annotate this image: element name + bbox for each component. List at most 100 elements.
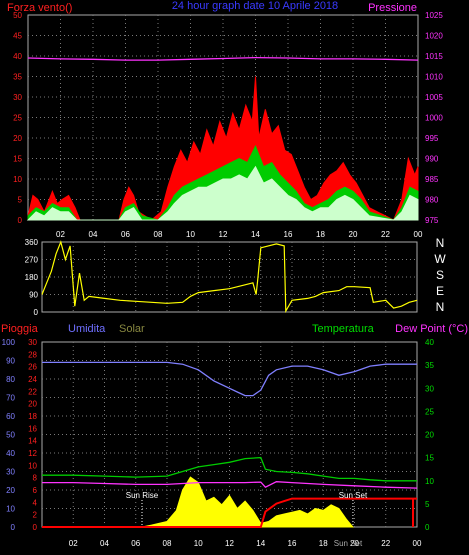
rain-y-tick: 20	[28, 400, 37, 409]
humidity-y-tick: 80	[6, 375, 15, 384]
weather-x-tick: 08	[163, 539, 172, 548]
wind-y-tick: 50	[13, 11, 22, 20]
annotation-label: Sun Set	[339, 491, 368, 500]
weather-x-tick: 00	[413, 539, 422, 548]
wind-y-tick: 10	[13, 175, 22, 184]
wind-y-tick: 25	[13, 114, 22, 123]
wind-x-tick: 18	[316, 230, 325, 239]
weather-x-tick: 16	[288, 539, 297, 548]
legend-solar: Solar	[119, 323, 145, 335]
rain-y-tick: 14	[28, 437, 37, 446]
direction-y-tick: 180	[25, 273, 39, 282]
temperature-y-tick: 30	[425, 384, 434, 393]
wind-tick-labels: 0510152025303540455097598098599099510001…	[13, 11, 443, 239]
legend-pioggia: Pioggia	[1, 323, 39, 335]
wind-x-tick: 04	[89, 230, 98, 239]
direction-y-tick: 0	[34, 308, 39, 317]
wind-y-tick: 15	[13, 155, 22, 164]
humidity-y-tick: 0	[11, 523, 16, 532]
temperature-y-tick: 0	[425, 523, 430, 532]
temperature-y-tick: 10	[425, 477, 434, 486]
wind-y-tick: 40	[13, 52, 22, 61]
temperature-y-tick: 20	[425, 431, 434, 440]
weather-annotations: Sun Rise Sun Set	[126, 491, 368, 527]
compass-label: E	[436, 284, 444, 298]
temperature-y-tick: 40	[425, 338, 434, 347]
weather-x-tick: 04	[100, 539, 109, 548]
weather-x-tick: 22	[381, 539, 390, 548]
weather-grid	[42, 342, 417, 527]
wind-left-axis-label: Forza vento()	[7, 2, 72, 14]
humidity-y-tick: 30	[6, 468, 15, 477]
compass-label: N	[436, 300, 445, 314]
wind-x-tick: 22	[381, 230, 390, 239]
temperatura-line	[42, 456, 417, 482]
rain-y-tick: 28	[28, 350, 37, 359]
weather-series	[42, 361, 418, 528]
wind-series	[26, 56, 419, 221]
rain-y-tick: 2	[33, 511, 38, 520]
umidita-line	[42, 361, 417, 397]
wind-x-tick: 06	[121, 230, 130, 239]
rain-y-tick: 4	[33, 498, 38, 507]
pressure-y-tick: 1005	[425, 93, 443, 102]
rain-y-tick: 0	[33, 523, 38, 532]
pressure-y-tick: 1025	[425, 11, 443, 20]
compass-label: S	[436, 268, 444, 282]
legend-dew-point: Dew Point (°C)	[395, 323, 468, 335]
rain-y-tick: 30	[28, 338, 37, 347]
humidity-y-tick: 70	[6, 394, 15, 403]
weather-x-tick: 12	[225, 539, 234, 548]
compass-label: N	[436, 236, 445, 250]
rain-y-tick: 24	[28, 375, 37, 384]
humidity-y-tick: 60	[6, 412, 15, 421]
annotation-label: Sun Rise	[126, 491, 159, 500]
wind-y-tick: 20	[13, 134, 22, 143]
wind-y-tick: 5	[18, 196, 23, 205]
weather-x-tick: 20	[350, 539, 359, 548]
direction-series	[41, 240, 418, 314]
wind-x-tick: 00	[414, 230, 423, 239]
rain-y-tick: 10	[28, 461, 37, 470]
rain-y-tick: 26	[28, 363, 37, 372]
weather-x-tick: 06	[131, 539, 140, 548]
legend-umidita: Umidita	[68, 323, 106, 335]
temperature-y-tick: 35	[425, 361, 434, 370]
pressure-y-tick: 985	[425, 175, 439, 184]
humidity-y-tick: 90	[6, 357, 15, 366]
weather-x-tick: 10	[194, 539, 203, 548]
pressure-y-tick: 980	[425, 196, 439, 205]
wind-area-1	[27, 76, 419, 221]
weather-x-tick: 18	[319, 539, 328, 548]
pressure-y-tick: 975	[425, 216, 439, 225]
compass-label: W	[434, 252, 446, 266]
temperature-y-tick: 15	[425, 454, 434, 463]
pioggia-line	[42, 497, 417, 528]
wind-x-tick: 10	[186, 230, 195, 239]
pressure-y-tick: 1010	[425, 73, 443, 82]
weather-tick-labels: 0102030405060708090100024681012141618202…	[2, 338, 435, 548]
wind-chart-title: 24 hour graph date 10 Aprile 2018	[172, 0, 338, 12]
pressure-y-tick: 995	[425, 134, 439, 143]
pressure-y-tick: 990	[425, 155, 439, 164]
rain-y-tick: 12	[28, 449, 37, 458]
direction-y-tick: 90	[29, 291, 38, 300]
wind-y-tick: 45	[13, 32, 22, 41]
wind-right-axis-label: Pressione	[368, 2, 417, 14]
footer-sun-set-label: Sun Set	[334, 539, 363, 548]
wind-x-tick: 16	[284, 230, 293, 239]
legend-temperatura: Temperatura	[312, 323, 375, 335]
rain-y-tick: 22	[28, 387, 37, 396]
temperature-y-tick: 25	[425, 407, 434, 416]
dew-point-line	[42, 481, 418, 489]
pressure-y-tick: 1015	[425, 52, 443, 61]
wind-y-tick: 30	[13, 93, 22, 102]
wind-x-tick: 20	[349, 230, 358, 239]
rain-y-tick: 16	[28, 424, 37, 433]
weather-x-tick: 02	[69, 539, 78, 548]
weather-x-tick: 14	[256, 539, 265, 548]
pressure-y-tick: 1000	[425, 114, 443, 123]
humidity-y-tick: 40	[6, 449, 15, 458]
